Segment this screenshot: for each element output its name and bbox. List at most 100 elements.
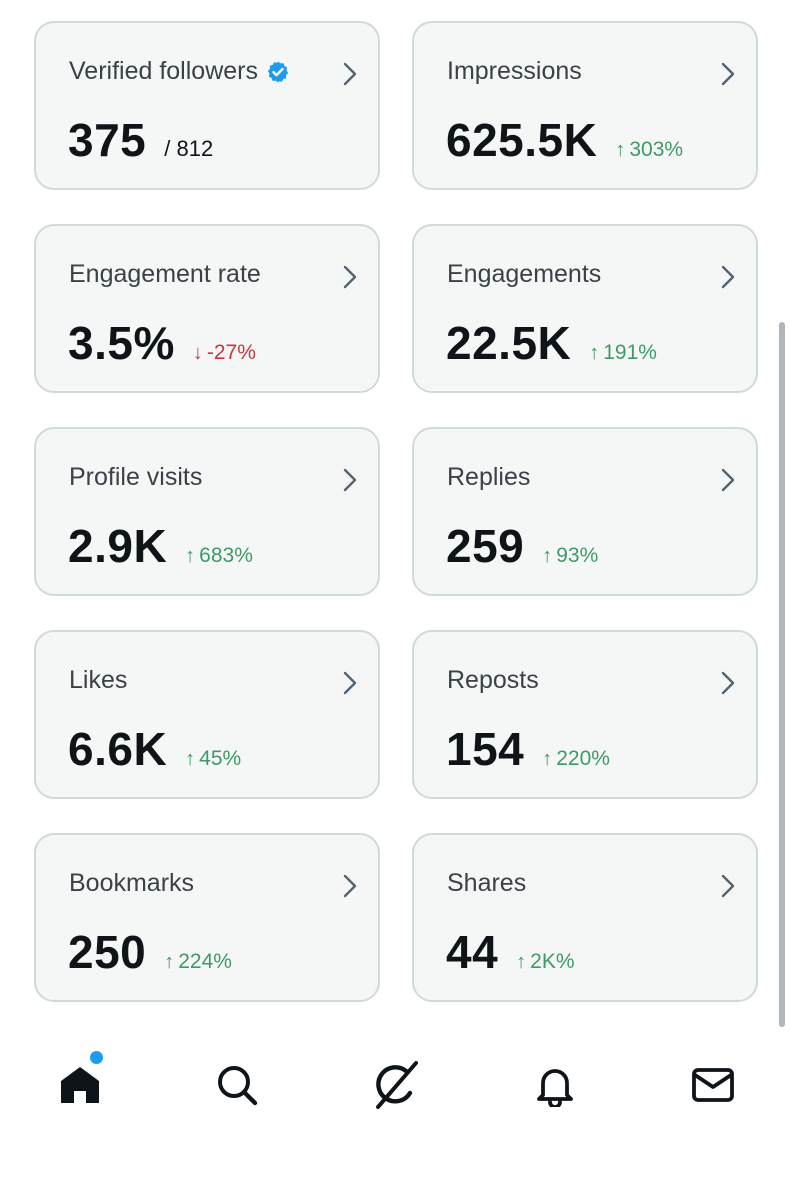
- nav-notifications[interactable]: [515, 1040, 595, 1130]
- card-impressions[interactable]: Impressions 625.5K ↑ 303%: [412, 21, 758, 190]
- card-label: Likes: [69, 666, 128, 694]
- arrow-up-icon: ↑: [542, 545, 553, 567]
- scrollbar[interactable]: [779, 322, 785, 1027]
- arrow-down-icon: ↓: [192, 342, 203, 364]
- arrow-up-icon: ↑: [589, 342, 600, 364]
- nav-grok[interactable]: [356, 1040, 436, 1130]
- card-replies[interactable]: Replies 259 ↑ 93%: [412, 427, 758, 596]
- card-label-wrap: Likes: [69, 666, 127, 695]
- notification-dot: [88, 1049, 105, 1066]
- change-value: -27%: [206, 341, 256, 364]
- metric-change: ↑ 224%: [164, 950, 232, 974]
- metric-change: ↑ 220%: [542, 747, 610, 771]
- value-row: 2.9K ↑ 683%: [68, 519, 253, 573]
- card-label-wrap: Verified followers: [69, 57, 290, 86]
- metric-change: ↑ 93%: [542, 544, 598, 568]
- card-shares[interactable]: Shares 44 ↑ 2K%: [412, 833, 758, 1002]
- change-value: 303%: [629, 138, 684, 161]
- chevron-right-icon: [721, 874, 735, 898]
- home-icon: [61, 1067, 99, 1103]
- card-engagement-rate[interactable]: Engagement rate 3.5% ↓ -27%: [34, 224, 380, 393]
- value-row: 22.5K ↑ 191%: [446, 316, 657, 370]
- card-label-wrap: Shares: [447, 869, 526, 898]
- card-bookmarks[interactable]: Bookmarks 250 ↑ 224%: [34, 833, 380, 1002]
- value-row: 3.5% ↓ -27%: [68, 316, 256, 370]
- card-label: Engagement rate: [69, 260, 261, 288]
- card-label: Replies: [447, 463, 531, 491]
- card-label-wrap: Engagement rate: [69, 260, 261, 289]
- chevron-right-icon: [343, 874, 357, 898]
- chevron-right-icon: [343, 62, 357, 86]
- card-label-wrap: Impressions: [447, 57, 582, 86]
- card-label: Shares: [447, 869, 527, 897]
- value-row: 44 ↑ 2K%: [446, 925, 575, 979]
- card-label: Verified followers: [69, 57, 258, 85]
- arrow-up-icon: ↑: [516, 951, 527, 973]
- arrow-up-icon: ↑: [185, 748, 196, 770]
- value-row: 250 ↑ 224%: [68, 925, 232, 979]
- grok-icon: [376, 1061, 418, 1109]
- change-value: 683%: [199, 544, 253, 567]
- card-engagements[interactable]: Engagements 22.5K ↑ 191%: [412, 224, 758, 393]
- metric-value: 6.6K: [68, 723, 168, 775]
- metric-value: 2.9K: [68, 520, 168, 572]
- nav-search[interactable]: [197, 1040, 277, 1130]
- card-verified-followers[interactable]: Verified followers 375 / 812: [34, 21, 380, 190]
- metric-value: 375: [68, 114, 147, 166]
- card-label-wrap: Profile visits: [69, 463, 202, 492]
- card-likes[interactable]: Likes 6.6K ↑ 45%: [34, 630, 380, 799]
- metric-change: ↑ 191%: [589, 341, 657, 365]
- card-label: Bookmarks: [69, 869, 195, 897]
- metric-value: 250: [68, 926, 147, 978]
- card-label: Impressions: [447, 57, 582, 85]
- chevron-right-icon: [343, 468, 357, 492]
- nav-home[interactable]: [40, 1040, 120, 1130]
- metric-total: / 812: [164, 136, 214, 161]
- nav-messages[interactable]: [673, 1040, 753, 1130]
- chevron-right-icon: [721, 265, 735, 289]
- search-icon: [218, 1066, 258, 1106]
- card-profile-visits[interactable]: Profile visits 2.9K ↑ 683%: [34, 427, 380, 596]
- arrow-up-icon: ↑: [164, 951, 175, 973]
- metric-value: 154: [446, 723, 525, 775]
- chevron-right-icon: [721, 468, 735, 492]
- value-row: 375 / 812: [68, 113, 213, 167]
- metric-change: ↑ 303%: [615, 138, 683, 162]
- metrics-grid: Verified followers 375 / 812 Impressions…: [34, 21, 758, 1002]
- value-row: 6.6K ↑ 45%: [68, 722, 241, 776]
- metric-change: ↑ 45%: [185, 747, 241, 771]
- chevron-right-icon: [721, 62, 735, 86]
- card-label-wrap: Replies: [447, 463, 530, 492]
- arrow-up-icon: ↑: [542, 748, 553, 770]
- change-value: 220%: [556, 747, 610, 770]
- change-value: 45%: [199, 747, 242, 770]
- chevron-right-icon: [343, 265, 357, 289]
- metric-value: 625.5K: [446, 114, 598, 166]
- arrow-up-icon: ↑: [185, 545, 196, 567]
- chevron-right-icon: [343, 671, 357, 695]
- value-row: 625.5K ↑ 303%: [446, 113, 683, 167]
- change-value: 191%: [603, 341, 657, 364]
- card-label: Reposts: [447, 666, 539, 694]
- mail-icon: [692, 1068, 734, 1102]
- metric-change: ↑ 683%: [185, 544, 253, 568]
- card-label-wrap: Reposts: [447, 666, 539, 695]
- metric-value: 3.5%: [68, 317, 175, 369]
- change-value: 93%: [556, 544, 599, 567]
- value-row: 154 ↑ 220%: [446, 722, 610, 776]
- metric-value: 44: [446, 926, 499, 978]
- chevron-right-icon: [721, 671, 735, 695]
- bell-icon: [537, 1069, 573, 1107]
- change-value: 224%: [178, 950, 232, 973]
- bottom-nav: [0, 1040, 791, 1130]
- card-label-wrap: Bookmarks: [69, 869, 194, 898]
- metric-change: ↓ -27%: [193, 341, 256, 365]
- card-label: Engagements: [447, 260, 602, 288]
- metric-value: 22.5K: [446, 317, 572, 369]
- value-row: 259 ↑ 93%: [446, 519, 598, 573]
- card-reposts[interactable]: Reposts 154 ↑ 220%: [412, 630, 758, 799]
- change-value: 2K%: [530, 950, 575, 973]
- metric-value: 259: [446, 520, 525, 572]
- arrow-up-icon: ↑: [615, 139, 626, 161]
- card-label: Profile visits: [69, 463, 203, 491]
